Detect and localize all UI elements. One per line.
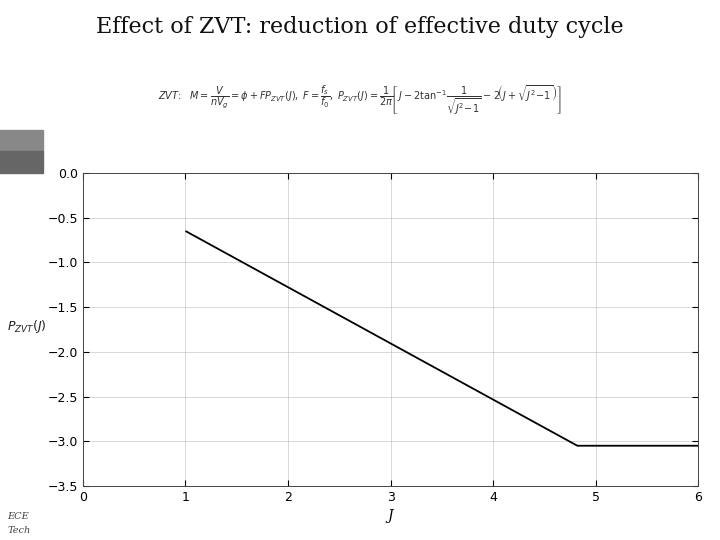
Text: Tech: Tech: [7, 525, 30, 535]
X-axis label: J: J: [388, 509, 393, 523]
Text: $ZVT\colon\;$  $M = \dfrac{V}{nV_g} = \phi + FP_{ZVT}(J),\;$$F = \dfrac{f_s}{f_0: $ZVT\colon\;$ $M = \dfrac{V}{nV_g} = \ph…: [158, 84, 562, 117]
Text: Effect of ZVT: reduction of effective duty cycle: Effect of ZVT: reduction of effective du…: [96, 16, 624, 38]
Text: ECE: ECE: [7, 512, 29, 521]
Text: $P_{ZVT}(J)$: $P_{ZVT}(J)$: [7, 318, 47, 335]
